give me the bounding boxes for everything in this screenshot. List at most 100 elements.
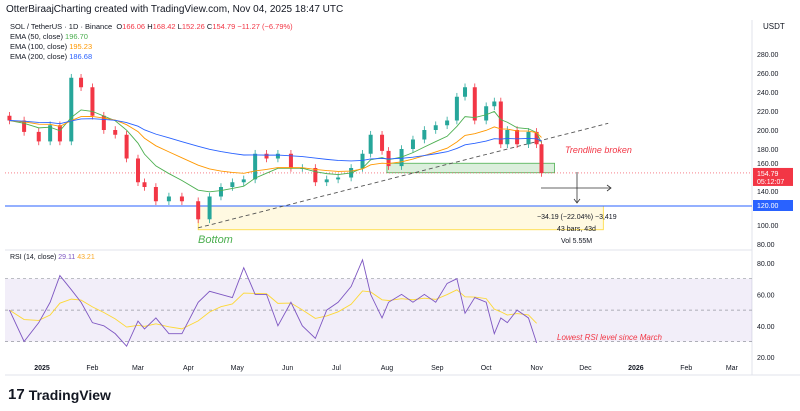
open-label: O bbox=[116, 22, 123, 31]
ema-100-line bbox=[9, 116, 542, 174]
candle bbox=[253, 153, 258, 180]
low-value: 152.26 bbox=[181, 22, 205, 31]
ema-value: 195.23 bbox=[69, 42, 93, 51]
candle bbox=[36, 131, 41, 142]
candle bbox=[445, 120, 450, 126]
candle bbox=[90, 87, 95, 116]
time-tick-label: May bbox=[231, 365, 245, 372]
time-tick-label: Sep bbox=[431, 365, 444, 372]
candle bbox=[515, 130, 520, 145]
ema-label: EMA (100, close) bbox=[10, 42, 68, 51]
ema-50-line bbox=[9, 109, 542, 193]
time-tick-label: Dec bbox=[579, 365, 592, 372]
arrow-right-icon bbox=[606, 184, 612, 192]
rsi-label: RSI (14, close) bbox=[10, 254, 57, 261]
candle bbox=[101, 115, 106, 130]
candle bbox=[113, 130, 118, 135]
rsi-tick-label: 60.00 bbox=[757, 292, 775, 299]
price-tick-label: 260.00 bbox=[757, 71, 779, 78]
time-tick-label: Apr bbox=[183, 365, 195, 372]
last-price-value: 154.79 bbox=[757, 171, 779, 178]
candle bbox=[472, 87, 477, 121]
time-tick-label: Oct bbox=[481, 365, 492, 372]
legend: SOL / TetherUS · 1D · Binance O166.06 H1… bbox=[10, 22, 293, 62]
candle bbox=[196, 201, 201, 220]
candle bbox=[135, 158, 140, 183]
price-tick-label: 80.00 bbox=[757, 242, 775, 249]
candle bbox=[79, 77, 84, 88]
trendline bbox=[198, 122, 609, 229]
level-badge bbox=[753, 200, 793, 211]
price-tick-label: 240.00 bbox=[757, 90, 779, 97]
currency-label[interactable]: USDT bbox=[763, 22, 785, 31]
price-tick-label: 160.00 bbox=[757, 161, 779, 168]
candle bbox=[179, 196, 184, 202]
candle bbox=[399, 149, 404, 167]
ema-value: 186.68 bbox=[69, 52, 93, 61]
candle bbox=[484, 106, 489, 121]
candle bbox=[498, 101, 503, 145]
symbol-legend[interactable]: SOL / TetherUS · 1D · Binance O166.06 H1… bbox=[10, 22, 293, 32]
ema-value: 196.70 bbox=[65, 32, 88, 41]
ema-200-line bbox=[9, 118, 542, 162]
candle bbox=[534, 131, 539, 145]
time-tick-label: Feb bbox=[86, 365, 98, 372]
rsi-tick-label: 80.00 bbox=[757, 261, 775, 268]
candle bbox=[241, 179, 246, 183]
candle bbox=[422, 130, 427, 140]
candle bbox=[410, 139, 415, 149]
candle bbox=[368, 134, 373, 154]
candle bbox=[166, 196, 171, 202]
time-tick-label: Nov bbox=[530, 365, 543, 372]
candle bbox=[324, 179, 329, 183]
change-value: −11.27 (−6.79%) bbox=[237, 22, 293, 31]
candle bbox=[48, 125, 53, 142]
close-label: C bbox=[206, 22, 213, 31]
time-tick-label: Feb bbox=[680, 365, 692, 372]
bar-countdown: 05:12:07 bbox=[757, 179, 784, 186]
rsi-tick-label: 40.00 bbox=[757, 324, 775, 331]
ema-label: EMA (50, close) bbox=[10, 32, 63, 41]
candle bbox=[124, 134, 129, 159]
last-price-badge bbox=[753, 167, 793, 186]
time-tick-label: Mar bbox=[726, 365, 739, 372]
rsi-ma-value: 43.21 bbox=[77, 254, 95, 261]
candle bbox=[539, 144, 544, 173]
candle bbox=[313, 168, 318, 183]
tradingview-logo[interactable]: 17 TradingView bbox=[8, 386, 111, 403]
candle bbox=[153, 187, 158, 202]
time-tick-label: Aug bbox=[381, 365, 394, 372]
time-tick-label: 2026 bbox=[628, 365, 644, 372]
measure-change: −34.19 (−22.04%) −3,419 bbox=[537, 214, 617, 221]
price-tick-label: 100.00 bbox=[757, 223, 779, 230]
brand-name: TradingView bbox=[28, 386, 111, 403]
candle bbox=[275, 153, 280, 159]
ema-50-legend[interactable]: EMA (50, close) 196.70 bbox=[10, 32, 293, 42]
low-label: L bbox=[177, 22, 182, 31]
rsi-tick-label: 20.00 bbox=[757, 355, 775, 362]
rsi-legend[interactable]: RSI (14, close) 29.11 43.21 bbox=[10, 254, 95, 261]
candle bbox=[264, 153, 269, 159]
zone-rectangle bbox=[386, 162, 555, 174]
time-tick-label: 2025 bbox=[34, 365, 50, 372]
price-tick-label: 180.00 bbox=[757, 147, 779, 154]
price-tick-label: 140.00 bbox=[757, 189, 779, 196]
candle bbox=[463, 87, 468, 97]
candle bbox=[380, 134, 385, 151]
candle bbox=[207, 196, 212, 220]
candle bbox=[230, 182, 235, 187]
ema-200-legend[interactable]: EMA (200, close) 186.68 bbox=[10, 52, 293, 62]
candle bbox=[433, 125, 438, 130]
candle bbox=[22, 120, 27, 132]
candle bbox=[69, 77, 74, 142]
arrow-down-icon bbox=[573, 198, 581, 204]
symbol-title: SOL / TetherUS · 1D · Binance bbox=[10, 22, 113, 31]
candle bbox=[454, 96, 459, 121]
time-tick-label: Mar bbox=[132, 365, 145, 372]
candle bbox=[57, 125, 62, 142]
ema-100-legend[interactable]: EMA (100, close) 195.23 bbox=[10, 42, 293, 52]
candle bbox=[7, 115, 12, 121]
price-tick-label: 280.00 bbox=[757, 52, 779, 59]
time-tick-label: Jun bbox=[282, 365, 293, 372]
